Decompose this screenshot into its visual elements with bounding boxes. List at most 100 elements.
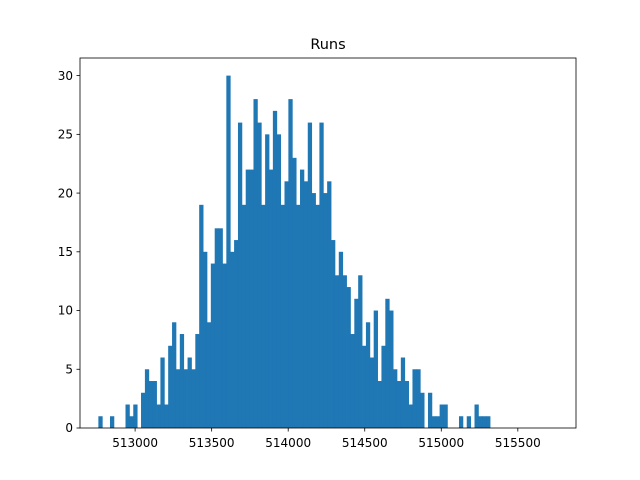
histogram-bar — [187, 357, 192, 428]
histogram-bar — [191, 369, 196, 428]
histogram-bar — [466, 416, 472, 428]
histogram-bar — [160, 357, 165, 428]
y-tick-label: 30 — [58, 69, 73, 83]
histogram-bar — [276, 134, 282, 428]
histogram-bar — [292, 157, 297, 428]
histogram-bar — [435, 416, 441, 428]
histogram-bar — [362, 345, 367, 428]
histogram-bar — [396, 381, 402, 428]
histogram-bar — [261, 204, 266, 428]
histogram-bar — [420, 392, 425, 428]
chart-title: Runs — [310, 37, 345, 53]
histogram-bar — [133, 404, 138, 428]
x-tick-label: 515000 — [418, 436, 464, 450]
histogram-bar — [164, 404, 169, 428]
histogram-bar — [303, 181, 309, 428]
histogram-bars — [98, 75, 491, 429]
x-tick-label: 514000 — [265, 436, 311, 450]
histogram-bar — [319, 122, 324, 428]
histogram-bar — [179, 334, 185, 428]
histogram-bar — [272, 110, 278, 429]
histogram-bar — [288, 99, 293, 429]
histogram-bar — [439, 404, 444, 428]
histogram-bar — [98, 416, 103, 428]
histogram-bar — [365, 322, 371, 428]
histogram-bar — [389, 310, 394, 428]
histogram-bar — [284, 181, 289, 428]
histogram-bar — [331, 240, 336, 428]
histogram-bar — [172, 322, 177, 428]
histogram-bar — [358, 275, 363, 428]
histogram-bar — [253, 99, 258, 429]
histogram-bar — [354, 298, 359, 428]
histogram-bar — [195, 334, 200, 428]
histogram-bar — [346, 287, 351, 428]
histogram-bar — [222, 263, 227, 428]
histogram-bar — [311, 193, 316, 428]
histogram-bar — [315, 204, 320, 428]
x-tick-label: 513000 — [112, 436, 158, 450]
y-tick-label: 10 — [58, 304, 73, 318]
histogram-bar — [373, 310, 378, 428]
histogram-bar — [125, 404, 130, 428]
y-tick-label: 20 — [58, 186, 73, 200]
histogram-bar — [416, 369, 421, 428]
histogram-bar — [156, 404, 161, 428]
histogram-bar — [152, 381, 157, 428]
y-tick-label: 25 — [58, 128, 73, 142]
histogram-bar — [458, 416, 464, 428]
histogram-bar — [218, 228, 223, 428]
histogram-bar — [350, 334, 355, 428]
histogram-bar — [265, 134, 270, 428]
x-tick-label: 515500 — [495, 436, 541, 450]
histogram-bar — [203, 251, 208, 428]
histogram-bar — [148, 381, 154, 428]
histogram-bar — [307, 122, 313, 428]
y-tick-label: 5 — [65, 362, 73, 376]
histogram-bar — [144, 369, 150, 428]
plot-frame — [79, 57, 577, 429]
histogram-bar — [175, 369, 181, 428]
histogram-bar — [334, 275, 340, 428]
histogram-bar — [245, 169, 250, 428]
histogram-bar — [237, 122, 243, 428]
histogram-bar — [377, 381, 382, 428]
axes: 513000 513500 514000 514500 515000 515500 0 5 10… — [58, 57, 577, 450]
histogram-bar — [214, 228, 219, 428]
histogram-bar — [486, 416, 491, 428]
histogram-bar — [110, 416, 115, 428]
histogram-bar — [206, 322, 212, 428]
y-tick-label: 15 — [58, 245, 73, 259]
histogram-bar — [241, 204, 247, 428]
histogram-bar — [443, 404, 448, 428]
histogram-bar — [183, 369, 188, 428]
histogram-bar — [342, 275, 347, 428]
histogram-bar — [249, 169, 254, 428]
histogram-bar — [300, 169, 305, 428]
histogram-bar — [129, 416, 134, 428]
histogram-bar — [296, 204, 301, 428]
histogram-bar — [381, 345, 386, 428]
histogram-bar — [412, 369, 417, 428]
histogram-bar — [393, 369, 398, 428]
y-tick-label: 0 — [65, 421, 73, 435]
x-tick-label: 513500 — [189, 436, 235, 450]
histogram-bar — [369, 357, 375, 428]
histogram-bar — [280, 204, 285, 428]
histogram-bar — [327, 181, 332, 428]
histogram-bar — [408, 404, 413, 428]
histogram-bar — [168, 345, 173, 428]
histogram-bar — [385, 298, 390, 428]
histogram-bar — [478, 416, 483, 428]
histogram-bar — [257, 122, 262, 428]
histogram-bar — [400, 357, 406, 428]
histogram-bar — [199, 204, 204, 428]
x-tick-label: 514500 — [342, 436, 388, 450]
histogram-bar — [210, 263, 216, 428]
histogram-bar — [427, 392, 433, 428]
histogram-bar — [234, 240, 239, 428]
histogram-bar — [230, 251, 235, 428]
histogram-bar — [141, 392, 146, 428]
histogram-bar — [268, 169, 274, 428]
